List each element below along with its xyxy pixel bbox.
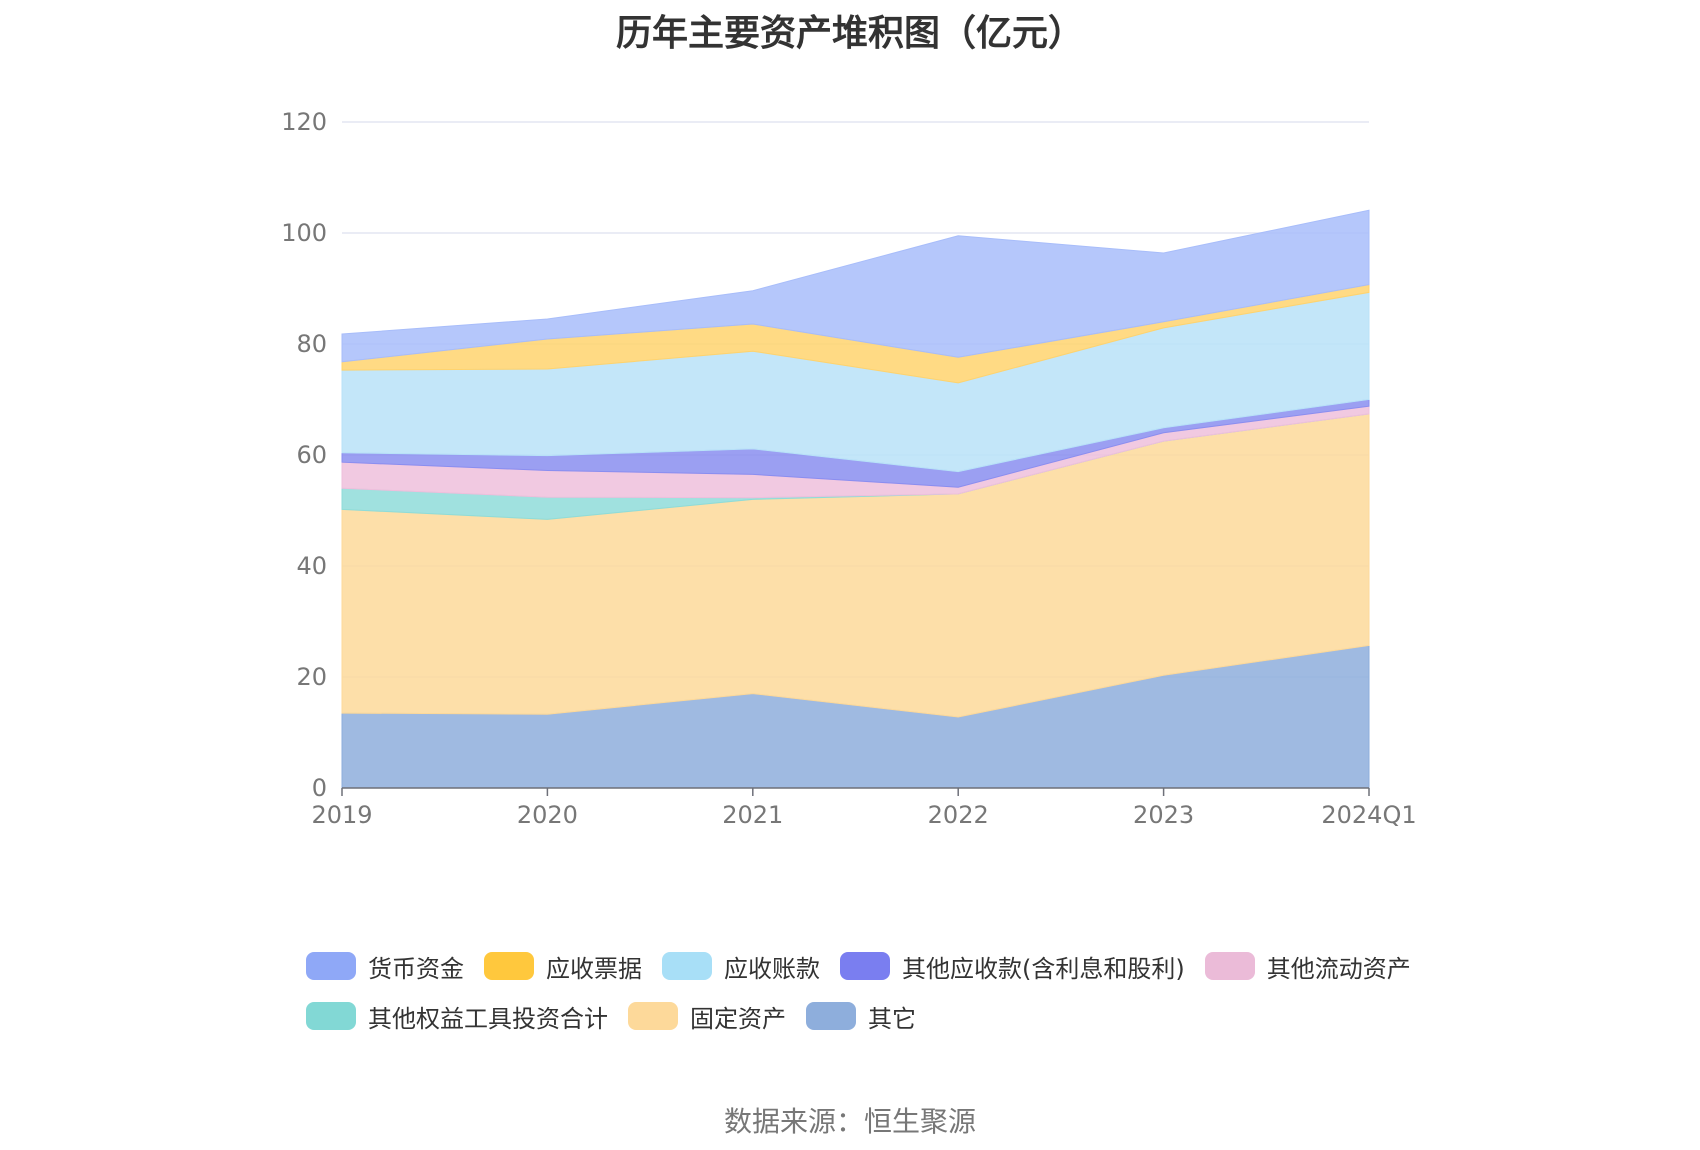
legend-swatch: [1204, 952, 1255, 980]
chart-title: 历年主要资产堆积图（亿元）: [615, 13, 1084, 54]
y-tick-label: 40: [296, 552, 327, 580]
legend-swatch: [484, 952, 534, 980]
y-tick-label: 0: [312, 774, 327, 802]
legend-swatch: [306, 952, 356, 980]
legend-label: 其他流动资产: [1266, 954, 1411, 983]
legend-item[interactable]: 其它: [806, 1000, 916, 1033]
legend-swatch: [662, 952, 712, 980]
legend-label: 固定资产: [690, 1004, 786, 1033]
legend-label: 货币资金: [368, 954, 464, 983]
legend-swatch: [806, 1002, 856, 1030]
source-note: 数据来源：恒生聚源: [723, 1105, 976, 1138]
y-tick-label: 80: [296, 330, 327, 358]
x-tick-label: 2024Q1: [1321, 801, 1416, 829]
legend-item[interactable]: 其他应收款(含利息和股利): [840, 950, 1185, 983]
legend-item[interactable]: 应收账款: [662, 950, 820, 983]
legend-label: 应收账款: [724, 954, 820, 983]
legend-label: 应收票据: [546, 954, 642, 983]
x-tick-label: 2019: [311, 801, 372, 829]
legend-item[interactable]: 其他权益工具投资合计: [306, 1000, 608, 1033]
x-tick-label: 2020: [517, 801, 578, 829]
legend-swatch: [628, 1002, 678, 1030]
area-series: [341, 209, 1370, 363]
legend-item[interactable]: 固定资产: [628, 1000, 786, 1033]
legend-item[interactable]: 货币资金: [306, 950, 464, 983]
legend-item[interactable]: 应收票据: [484, 950, 642, 983]
x-tick-label: 2021: [722, 801, 783, 829]
y-tick-label: 100: [281, 219, 327, 247]
legend: 货币资金 应收票据 应收账款 其他应收款(含利息和股利) 其他流动资产其他权益工具投资合…: [306, 950, 1466, 1033]
y-tick-label: 120: [281, 108, 327, 136]
legend-label: 其它: [868, 1004, 916, 1033]
legend-label: 其他权益工具投资合计: [368, 1004, 608, 1033]
legend-swatch: [306, 1002, 356, 1030]
x-tick-label: 2023: [1133, 801, 1194, 829]
y-tick-label: 60: [296, 441, 327, 469]
legend-item[interactable]: 其他流动资产: [1204, 950, 1411, 983]
x-tick-label: 2022: [928, 801, 989, 829]
y-tick-label: 20: [296, 663, 327, 691]
legend-swatch: [840, 952, 890, 980]
legend-label: 其他应收款(含利息和股利): [902, 954, 1185, 983]
